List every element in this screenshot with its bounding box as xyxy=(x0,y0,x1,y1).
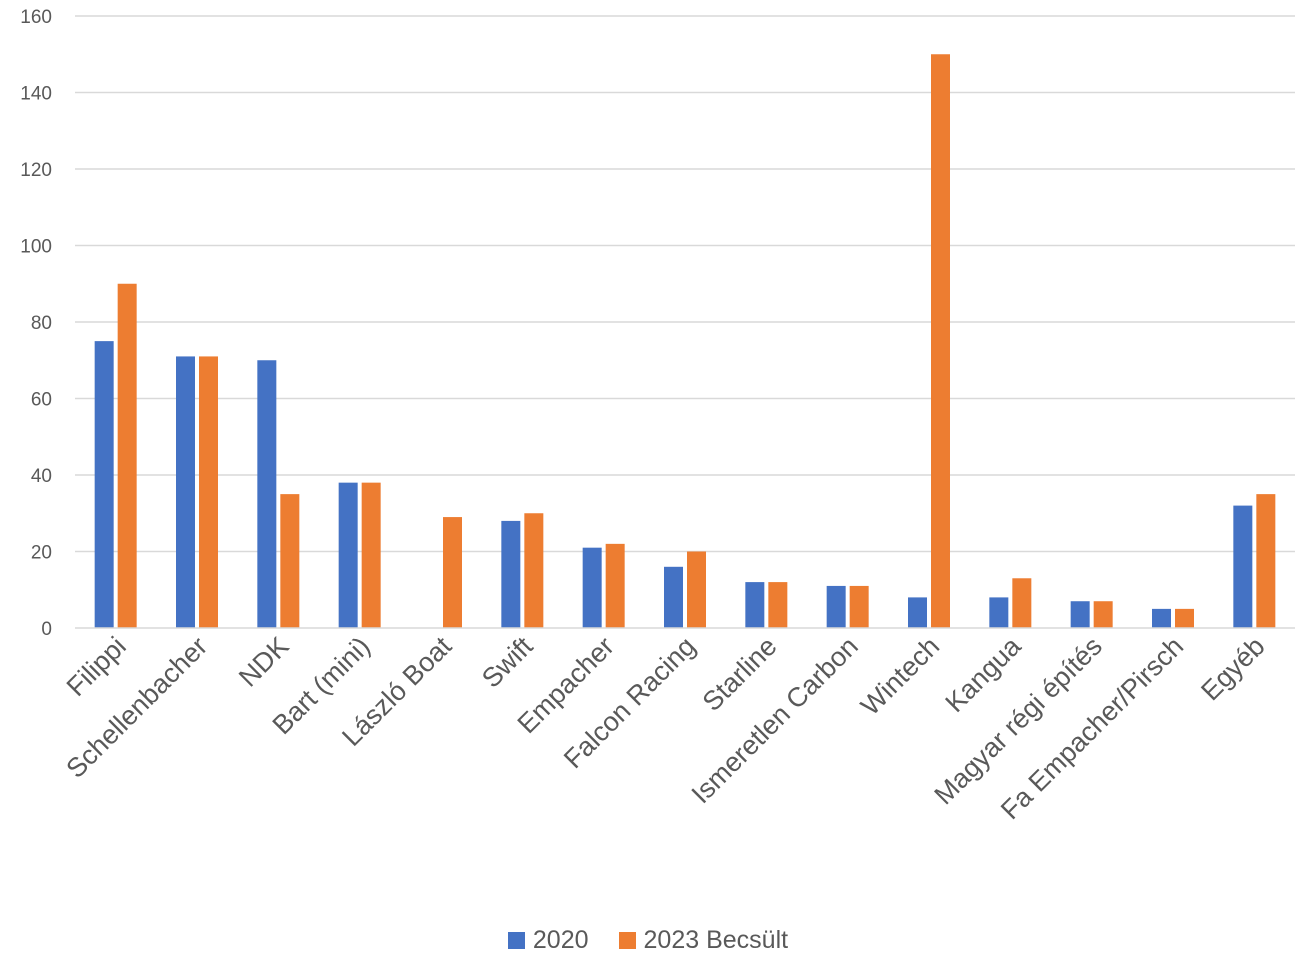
legend-item-2020: 2020 xyxy=(507,925,589,955)
bar-2020-12 xyxy=(1070,601,1090,628)
bar-2023-2 xyxy=(280,494,300,628)
bar-2023-12 xyxy=(1093,601,1113,628)
bar-2020-6 xyxy=(582,547,602,628)
bar-2020-7 xyxy=(664,566,683,628)
bars xyxy=(94,54,1276,628)
y-tick-label: 120 xyxy=(20,160,52,181)
bar-2023-3 xyxy=(361,482,381,628)
y-tick-label: 80 xyxy=(31,313,52,334)
bar-2020-13 xyxy=(1152,608,1171,628)
bar-chart: 0 20 40 60 80 100 120 140 160 FilippiSchellenbac… xyxy=(20,7,1295,825)
y-tick-label: 100 xyxy=(20,237,52,258)
bar-2023-14 xyxy=(1256,494,1276,628)
y-axis-ticks: 0 20 40 60 80 100 120 140 160 xyxy=(20,7,52,640)
bar-2020-1 xyxy=(176,356,195,628)
bar-2020-11 xyxy=(989,597,1009,628)
legend: 2020 2023 Becsült xyxy=(0,922,1296,958)
bar-2020-5 xyxy=(501,520,521,628)
bar-2023-9 xyxy=(849,585,869,628)
bar-2020-0 xyxy=(94,341,114,628)
y-tick-label: 0 xyxy=(41,619,52,640)
legend-swatch-2023 xyxy=(618,931,636,949)
legend-swatch-2020 xyxy=(507,931,525,949)
x-tick-label: NDK xyxy=(233,631,295,693)
x-tick-label: Egyéb xyxy=(1195,631,1270,706)
bar-2020-14 xyxy=(1233,505,1253,628)
bar-2020-10 xyxy=(908,597,927,628)
y-tick-label: 20 xyxy=(31,543,52,564)
bar-2020-2 xyxy=(257,360,277,628)
legend-label-2023: 2023 Becsült xyxy=(643,925,789,954)
bar-2023-5 xyxy=(524,513,544,628)
bar-2023-8 xyxy=(768,582,788,628)
bar-2023-13 xyxy=(1175,608,1194,628)
x-tick-label: Schellenbacher xyxy=(60,631,213,784)
y-tick-label: 60 xyxy=(31,390,52,411)
y-tick-label: 160 xyxy=(20,7,52,28)
legend-item-2023: 2023 Becsült xyxy=(618,925,789,955)
bar-2023-4 xyxy=(443,517,462,628)
bar-2023-10 xyxy=(931,54,950,628)
bar-2023-6 xyxy=(605,543,625,628)
bar-2023-0 xyxy=(117,283,137,628)
y-tick-label: 140 xyxy=(20,84,52,105)
x-tick-label: Swift xyxy=(476,631,539,694)
legend-label-2020: 2020 xyxy=(532,925,589,954)
x-tick-label: Filippi xyxy=(61,631,132,702)
y-tick-label: 40 xyxy=(31,466,52,487)
bar-2020-3 xyxy=(338,482,358,628)
bar-2023-11 xyxy=(1012,578,1032,628)
gridlines xyxy=(75,15,1295,553)
bar-2020-9 xyxy=(826,585,846,628)
bar-2023-7 xyxy=(687,551,706,628)
bar-2023-1 xyxy=(199,356,218,628)
x-tick-label: Wintech xyxy=(855,631,945,721)
bar-2020-8 xyxy=(745,582,765,628)
